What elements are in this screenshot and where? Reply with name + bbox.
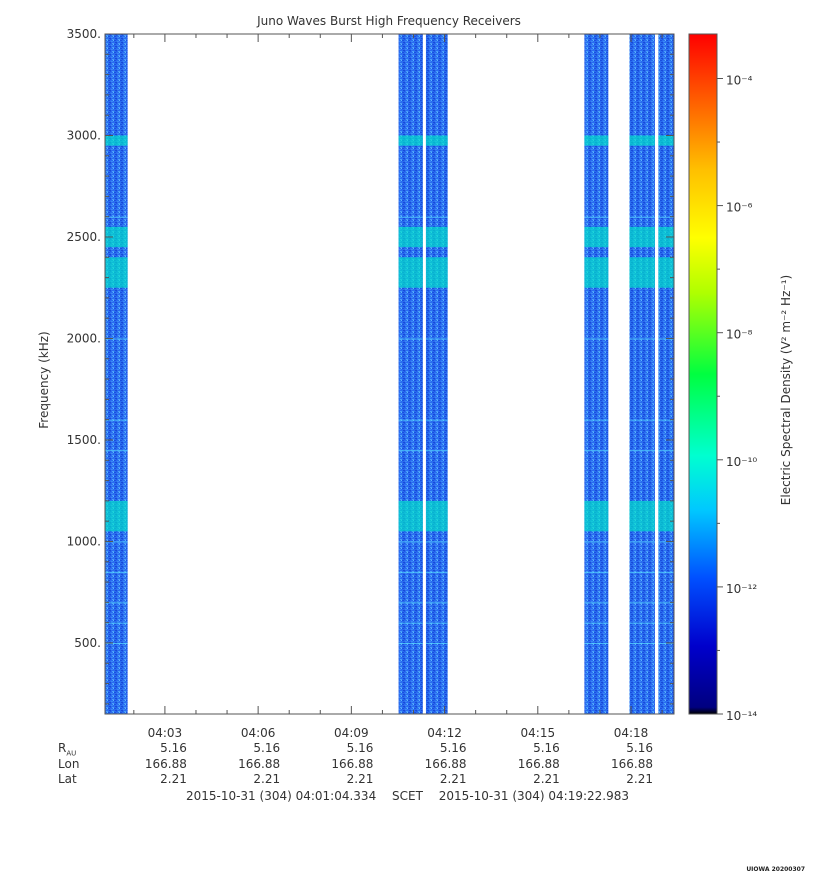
enhanced-band — [398, 135, 423, 146]
enhanced-band — [425, 257, 448, 288]
plot-area — [104, 34, 674, 714]
enhanced-band — [104, 257, 128, 288]
enhanced-band — [104, 226, 128, 248]
y-tick-label: 1000. — [67, 534, 101, 548]
x-tick-label: 04:09 — [334, 726, 369, 740]
footer-start: 2015-10-31 (304) 04:01:04.334 — [185, 789, 377, 803]
colorbar-axis: 10⁻⁴ 10⁻⁶ 10⁻⁸ 10⁻¹⁰ 10⁻¹² 10⁻¹⁴ — [717, 73, 757, 723]
footer-scet: SCET — [392, 789, 423, 803]
colorbar-tick-label: 10⁻¹² — [726, 582, 757, 596]
colorbar-tick-label: 10⁻⁶ — [726, 201, 753, 215]
enhanced-band — [629, 226, 655, 248]
x-tick-label: 04:12 — [427, 726, 462, 740]
y-axis: 3500. 3000. 2500. 2000. 1500. 1000. 500. — [67, 27, 674, 705]
x-tick-label: 04:15 — [521, 726, 556, 740]
data-segment — [398, 34, 423, 714]
colorbar-label: Electric Spectral Density (V² m⁻² Hz⁻¹) — [779, 275, 793, 505]
y-tick-label: 500. — [74, 636, 101, 650]
enhanced-band — [629, 500, 655, 532]
data-segment — [629, 34, 655, 714]
x-tick-label: 04:03 — [148, 726, 183, 740]
x-tick-label: 04:06 — [241, 726, 276, 740]
enhanced-band — [584, 500, 609, 532]
colorbar-tick-label: 10⁻⁴ — [726, 73, 753, 87]
y-tick-label: 3000. — [67, 128, 101, 142]
enhanced-band — [629, 135, 655, 146]
enhanced-band — [104, 500, 128, 532]
chart-title: Juno Waves Burst High Frequency Receiver… — [256, 14, 521, 28]
enhanced-band — [425, 226, 448, 248]
enhanced-band — [398, 500, 423, 532]
y-tick-label: 1500. — [67, 433, 101, 447]
y-tick-label: 2500. — [67, 230, 101, 244]
y-axis-label: Frequency (kHz) — [37, 331, 51, 428]
y-tick-label: 3500. — [67, 27, 101, 41]
processing-stamp: UIOWA 20200307 — [746, 866, 805, 873]
footer-end: 2015-10-31 (304) 04:19:22.983 — [438, 789, 630, 803]
data-segment — [104, 34, 128, 714]
colorbar-tick-label: 10⁻¹⁰ — [726, 455, 757, 469]
enhanced-band — [658, 500, 674, 532]
y-tick-label: 2000. — [67, 331, 101, 345]
plot-frame — [104, 33, 675, 715]
enhanced-band — [398, 226, 423, 248]
enhanced-band — [425, 500, 448, 532]
colorbar — [688, 33, 718, 715]
enhanced-band — [658, 257, 674, 288]
x-tick-label: 04:18 — [614, 726, 649, 740]
colorbar-tick-label: 10⁻¹⁴ — [726, 709, 757, 723]
data-segment — [425, 34, 448, 714]
enhanced-band — [658, 135, 674, 146]
enhanced-band — [425, 135, 448, 146]
enhanced-band — [104, 135, 128, 146]
colorbar-tick-label: 10⁻⁸ — [726, 328, 753, 342]
enhanced-band — [398, 257, 423, 288]
enhanced-band — [629, 257, 655, 288]
enhanced-band — [584, 257, 609, 288]
enhanced-band — [584, 226, 609, 248]
data-segment — [584, 34, 609, 714]
x-axis: 04:03 04:06 04:09 04:12 04:15 04:18 — [133, 34, 663, 740]
data-segment — [658, 34, 674, 714]
enhanced-band — [584, 135, 609, 146]
time-range-footer: 2015-10-31 (304) 04:01:04.334 SCET 2015-… — [0, 789, 815, 803]
